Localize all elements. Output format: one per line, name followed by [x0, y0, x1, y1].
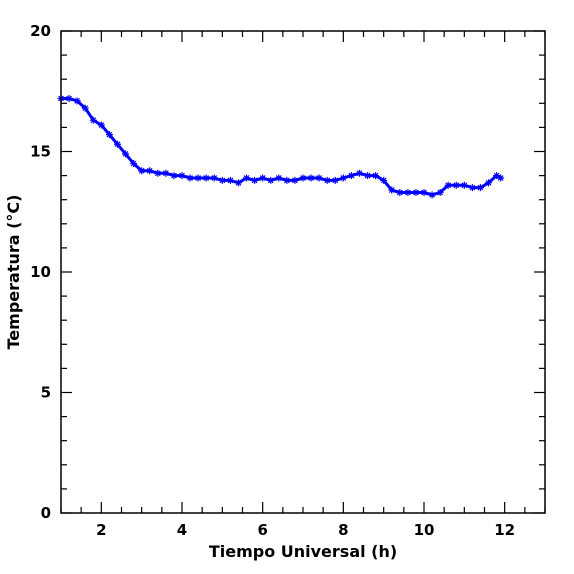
- data-point-star: [412, 188, 420, 196]
- x-tick-label: 6: [257, 521, 267, 539]
- data-point-star: [468, 184, 476, 192]
- y-axis-label: Temperatura (°C): [4, 195, 23, 350]
- data-point-star: [243, 174, 251, 182]
- data-point-star: [372, 172, 380, 180]
- x-tick-label: 10: [414, 521, 435, 539]
- data-point-star: [364, 172, 372, 180]
- data-point-star: [420, 188, 428, 196]
- y-tick-label: 15: [30, 143, 51, 161]
- plot-frame: [60, 30, 546, 514]
- data-point-star: [105, 131, 113, 139]
- data-point-star: [323, 176, 331, 184]
- data-point-star: [97, 121, 105, 129]
- data-point-star: [154, 169, 162, 177]
- y-tick-label: 5: [41, 384, 51, 402]
- data-point-star: [267, 176, 275, 184]
- data-point-star: [299, 174, 307, 182]
- data-point-star: [452, 181, 460, 189]
- data-point-star: [291, 176, 299, 184]
- data-point-star: [89, 116, 97, 124]
- ticks-layer: 2 4 6 8 10 12 0 5 10 15 20: [30, 22, 546, 539]
- series-layer: [57, 94, 505, 199]
- data-point-star: [380, 176, 388, 184]
- data-point-star: [122, 150, 130, 158]
- y-tick-label: 0: [41, 504, 51, 522]
- data-point-star: [388, 186, 396, 194]
- data-point-star: [259, 174, 267, 182]
- data-point-star: [226, 176, 234, 184]
- data-point-star: [234, 179, 242, 187]
- data-point-star: [65, 94, 73, 102]
- data-point-star: [81, 104, 89, 112]
- data-point-star: [497, 174, 505, 182]
- x-axis-label: Tiempo Universal (h): [209, 542, 397, 561]
- data-point-star: [186, 174, 194, 182]
- data-point-star: [283, 176, 291, 184]
- data-point-star: [138, 167, 146, 175]
- data-point-star: [315, 174, 323, 182]
- x-tick-label: 2: [96, 521, 106, 539]
- data-point-star: [307, 174, 315, 182]
- data-point-star: [493, 172, 501, 180]
- data-point-star: [251, 176, 259, 184]
- data-point-star: [170, 172, 178, 180]
- data-point-star: [218, 176, 226, 184]
- data-point-star: [130, 160, 138, 168]
- data-point-star: [113, 140, 121, 148]
- data-point-star: [428, 191, 436, 199]
- data-point-star: [331, 176, 339, 184]
- data-point-star: [485, 179, 493, 187]
- x-tick-label: 12: [494, 521, 515, 539]
- data-point-star: [339, 174, 347, 182]
- data-point-star: [275, 174, 283, 182]
- data-point-star: [210, 174, 218, 182]
- data-point-star: [460, 181, 468, 189]
- x-tick-label: 8: [338, 521, 348, 539]
- data-point-star: [202, 174, 210, 182]
- data-point-star: [476, 184, 484, 192]
- data-point-star: [178, 172, 186, 180]
- data-point-star: [355, 169, 363, 177]
- data-point-star: [404, 188, 412, 196]
- data-point-star: [444, 181, 452, 189]
- data-point-star: [73, 97, 81, 105]
- x-tick-label: 4: [177, 521, 187, 539]
- y-tick-label: 20: [30, 22, 51, 40]
- data-point-star: [396, 188, 404, 196]
- data-point-star: [146, 167, 154, 175]
- data-point-star: [436, 188, 444, 196]
- y-tick-label: 10: [30, 263, 51, 281]
- data-point-star: [162, 169, 170, 177]
- data-point-star: [194, 174, 202, 182]
- data-point-star: [347, 172, 355, 180]
